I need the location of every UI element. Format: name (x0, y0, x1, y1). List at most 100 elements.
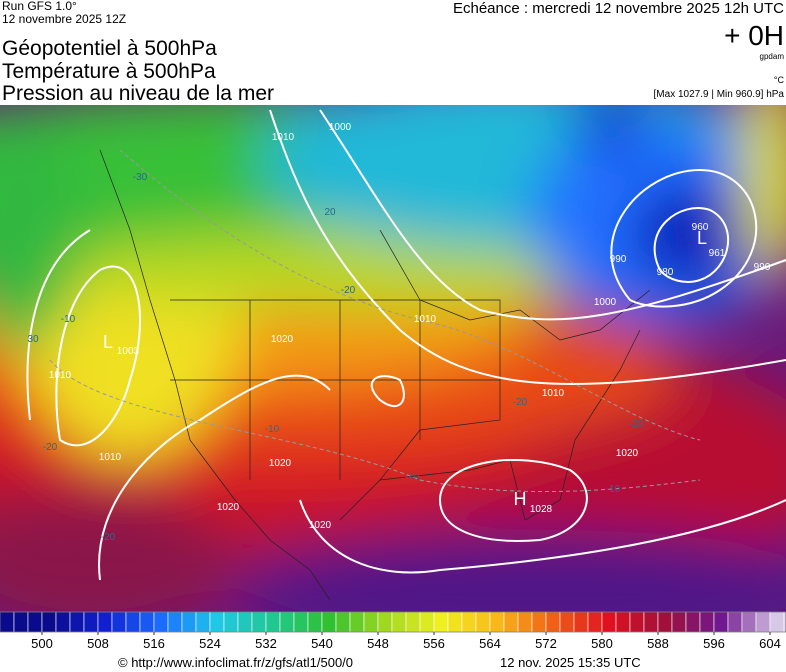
contour-label: -20 (629, 419, 644, 430)
contour-label: 1010 (542, 388, 565, 399)
colorbar-swatch (601, 611, 617, 633)
colorbar-swatch (517, 611, 533, 633)
contour-label: 20 (324, 207, 336, 218)
colorbar-swatch (559, 611, 575, 633)
colorbar-swatch (83, 611, 99, 633)
colorbar-swatch (377, 611, 393, 633)
contour-label: 1000 (594, 297, 617, 308)
echeance: Echéance : mercredi 12 novembre 2025 12h… (452, 0, 784, 17)
contour-label: -10 (265, 424, 280, 435)
colorbar-swatch (209, 611, 225, 633)
colorbar-swatch (489, 611, 505, 633)
colorbar-swatch (27, 611, 43, 633)
colorbar-label: 572 (535, 636, 557, 651)
colorbar-swatch (13, 611, 29, 633)
colorbar-swatch (699, 611, 715, 633)
contour-label: 30 (27, 334, 39, 345)
colorbar-swatch (629, 611, 645, 633)
contour-label: 980 (657, 267, 674, 278)
colorbar-swatch (405, 611, 421, 633)
unit-geo: gpdam (759, 52, 784, 61)
colorbar-swatch (461, 611, 477, 633)
colorbar-swatch (783, 611, 786, 633)
contour-label: 1028 (530, 504, 553, 515)
colorbar-label: 588 (647, 636, 669, 651)
colorbar-swatch (321, 611, 337, 633)
colorbar-label: 548 (367, 636, 389, 651)
colorbar-swatch (55, 611, 71, 633)
colorbar-swatch (685, 611, 701, 633)
colorbar-label: 500 (31, 636, 53, 651)
contour-label: -20 (513, 397, 528, 408)
colorbar-swatch (293, 611, 309, 633)
colorbar-swatch (237, 611, 253, 633)
contour-label: 1000 (329, 122, 352, 133)
colorbar-swatch (391, 611, 407, 633)
unit-temp: °C (773, 75, 784, 85)
isotherms (49, 149, 701, 493)
colorbar-swatch (363, 611, 379, 633)
colorbar-swatch (223, 611, 239, 633)
colorbar-swatch (307, 611, 323, 633)
colorbar-label: 516 (143, 636, 165, 651)
colorbar-swatch (545, 611, 561, 633)
contour-label: 961 (709, 248, 726, 259)
colorbar-swatch (335, 611, 351, 633)
contour-label: 1010 (272, 132, 295, 143)
colorbar-swatch (167, 611, 183, 633)
colorbar-swatch (531, 611, 547, 633)
contour-label: -20 (341, 285, 356, 296)
generated: 12 nov. 2025 15:35 UTC (500, 655, 641, 670)
run-date: 12 novembre 2025 12Z (2, 12, 127, 26)
colorbar-swatch (419, 611, 435, 633)
colorbar-swatch (657, 611, 673, 633)
contour-label: 1020 (269, 458, 292, 469)
contour-label: -30 (133, 172, 148, 183)
contour-label: 1020 (271, 334, 294, 345)
colorbar-swatch (279, 611, 295, 633)
contour-label: 1010 (414, 314, 437, 325)
contour-label: 1020 (217, 502, 240, 513)
colorbar-swatch (713, 611, 729, 633)
colorbar-label: 556 (423, 636, 445, 651)
colorbar-label: 508 (87, 636, 109, 651)
colorbar-label: 596 (703, 636, 725, 651)
contour-label: -20 (43, 442, 58, 453)
contour-label: -10 (61, 314, 76, 325)
isobars (26, 109, 786, 581)
colorbar-swatch (349, 611, 365, 633)
colorbar-label: 524 (199, 636, 221, 651)
contour-label: -20 (101, 532, 116, 543)
colorbar-swatch (755, 611, 771, 633)
colorbar-label: 580 (591, 636, 613, 651)
colorbar-swatch (671, 611, 687, 633)
contour-label: 1020 (309, 520, 332, 531)
coastlines (99, 149, 651, 601)
offset: + 0H (724, 20, 784, 51)
colorbar-swatch (265, 611, 281, 633)
contour-label: 1010 (49, 370, 72, 381)
contour-label: -10 (606, 484, 621, 495)
colorbar-swatch (0, 611, 15, 633)
colorbar-swatch (195, 611, 211, 633)
colorbar-swatch (139, 611, 155, 633)
colorbar-swatch (643, 611, 659, 633)
colorbar-swatch (69, 611, 85, 633)
source: © http://www.infoclimat.fr/z/gfs/atl1/50… (118, 655, 354, 670)
contour-label: L (103, 332, 113, 352)
colorbar-swatch (181, 611, 197, 633)
contour-label: H (514, 489, 527, 509)
colorbar-swatch (475, 611, 491, 633)
run-label: Run GFS 1.0° (2, 0, 77, 13)
title: Pression au niveau de la mer (2, 82, 274, 105)
colorbar-label: 564 (479, 636, 501, 651)
contour-label: 990 (610, 254, 627, 265)
colorbar-label: 532 (255, 636, 277, 651)
colorbar-swatch (615, 611, 631, 633)
colorbar-label: 540 (311, 636, 333, 651)
contour-label: 990 (754, 262, 771, 273)
colorbar-swatch (447, 611, 463, 633)
contour-label: L (697, 228, 707, 248)
colorbar-swatch (587, 611, 603, 633)
